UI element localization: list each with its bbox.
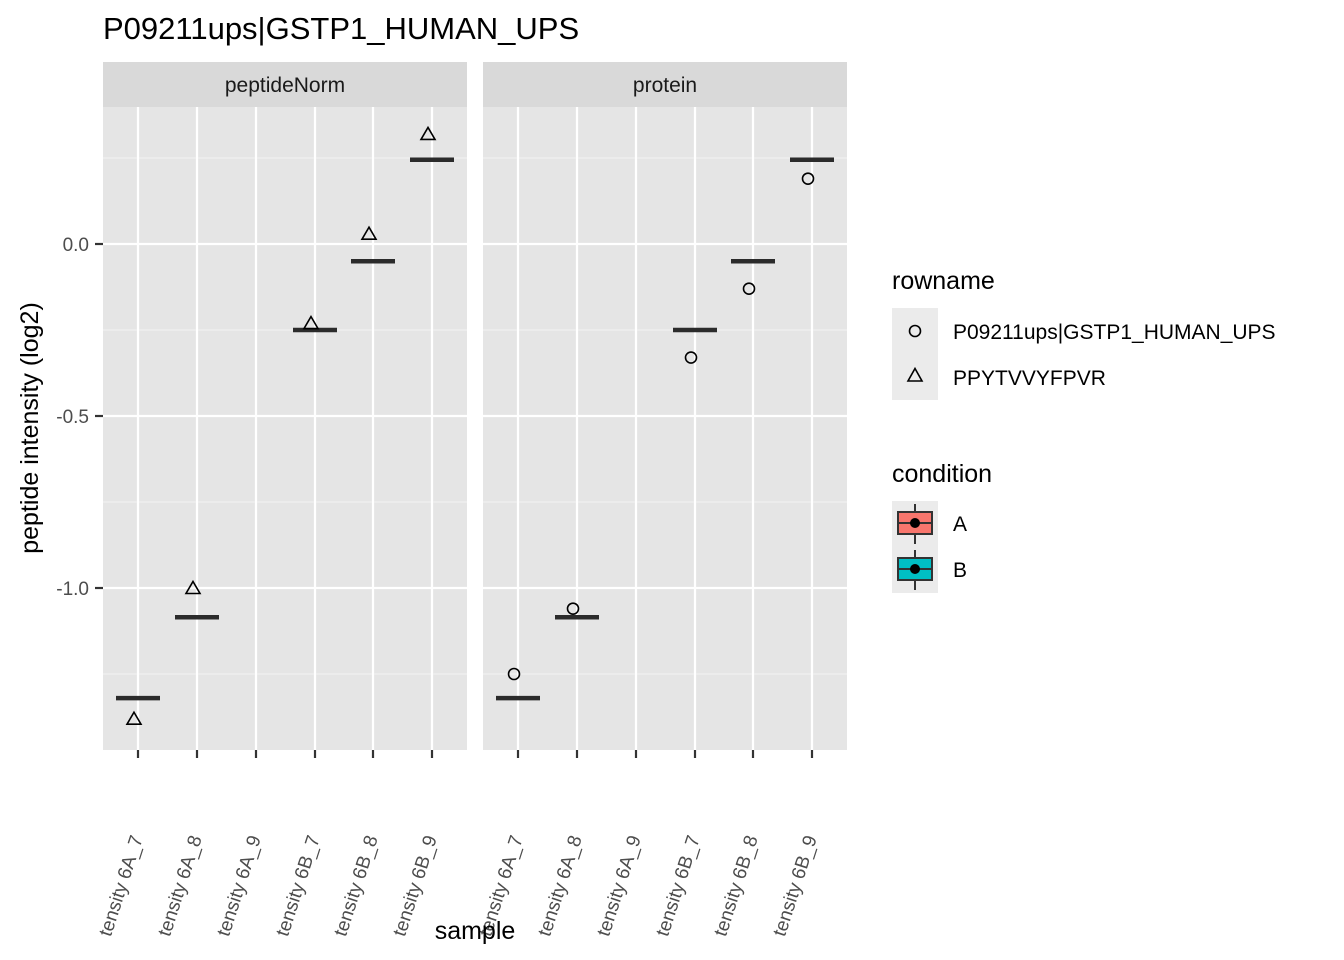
facet-panel-protein: protein: [483, 62, 847, 750]
x-tick-label: tensity 6B_7: [272, 833, 324, 939]
chart-title: P09211ups|GSTP1_HUMAN_UPS: [103, 11, 579, 46]
data-point-circle: [801, 172, 815, 185]
legend-label-peptide: PPYTVVYFPVR: [953, 367, 1106, 390]
x-tick-label: tensity 6A_9: [593, 833, 645, 939]
data-point-triangle: [125, 710, 143, 726]
legend-condition: condition A B: [892, 460, 992, 593]
panel-background: [483, 107, 847, 750]
y-tick-label: -0.5: [56, 407, 89, 428]
x-tick-label: tensity 6B_9: [769, 833, 821, 939]
legend-triangle-icon: [906, 366, 924, 382]
facet-strip: [483, 62, 847, 107]
data-point-circle: [566, 602, 580, 615]
x-tick-label: tensity 6A_8: [534, 833, 586, 939]
x-axis-title: sample: [435, 917, 516, 945]
facet-panel-peptideNorm: peptideNorm: [103, 62, 467, 750]
x-tick-label: tensity 6A_7: [95, 833, 147, 939]
legend-label-a: A: [953, 513, 967, 536]
legend-rowname: rowname P09211ups|GSTP1_HUMAN_UPS PPYTVV…: [892, 267, 1276, 400]
data-point-circle: [507, 667, 521, 681]
panel-background: [103, 107, 467, 750]
x-tick-label: tensity 6B_8: [330, 833, 382, 939]
x-tick-label: tensity 6B_8: [710, 833, 762, 939]
data-point-triangle: [302, 315, 320, 330]
legend-title-condition: condition: [892, 460, 992, 488]
legend-key-triangle: [892, 354, 938, 400]
data-point-triangle: [360, 225, 378, 240]
legend-title-rowname: rowname: [892, 267, 995, 295]
x-axis: tensity 6A_7 tensity 6A_8 tensity 6A_9 tens…: [95, 750, 822, 939]
data-point-circle: [684, 351, 698, 364]
legend-label-protein: P09211ups|GSTP1_HUMAN_UPS: [953, 321, 1276, 344]
y-axis-title: peptide intensity (log2): [16, 302, 44, 554]
legend-circle-icon: [908, 324, 922, 338]
facet-strip-label: peptideNorm: [225, 74, 345, 97]
legend-dot-a: [910, 518, 920, 528]
legend-label-b: B: [953, 559, 967, 582]
facet-strip: [103, 62, 467, 107]
legend-dot-b: [910, 564, 920, 574]
y-tick-label: 0.0: [63, 235, 89, 256]
data-point-circle: [742, 282, 756, 296]
x-tick-label: tensity 6A_9: [213, 833, 265, 939]
facet-strip-label: protein: [633, 74, 697, 97]
data-point-triangle: [184, 579, 202, 595]
y-axis: 0.0 -0.5 -1.0: [56, 235, 103, 600]
legend-key-circle: [892, 308, 938, 354]
data-point-triangle: [419, 125, 437, 141]
x-tick-label: tensity 6A_8: [154, 833, 206, 939]
facet-panels: peptideNorm protein: [103, 62, 847, 750]
x-tick-label: tensity 6B_7: [652, 833, 704, 939]
y-tick-label: -1.0: [56, 579, 89, 600]
